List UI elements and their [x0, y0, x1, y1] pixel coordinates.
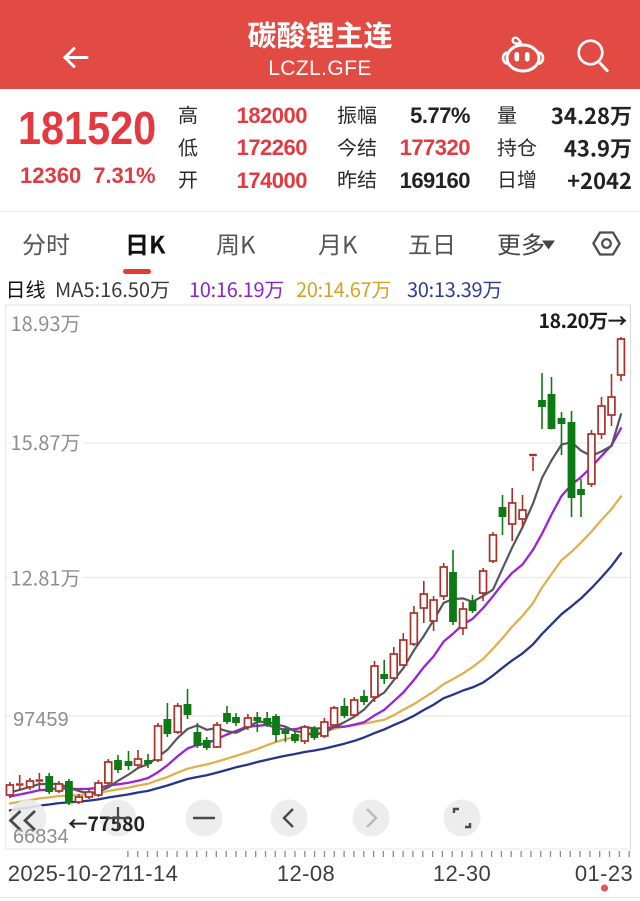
svg-text:01-23: 01-23	[575, 861, 633, 886]
svg-text:66834: 66834	[13, 826, 69, 848]
svg-text:97459: 97459	[13, 709, 69, 731]
svg-text:11-14: 11-14	[122, 861, 179, 886]
svg-text:12-08: 12-08	[277, 861, 335, 886]
svg-text:12-30: 12-30	[433, 861, 491, 886]
svg-text:2025-10-27: 2025-10-27	[8, 861, 125, 886]
